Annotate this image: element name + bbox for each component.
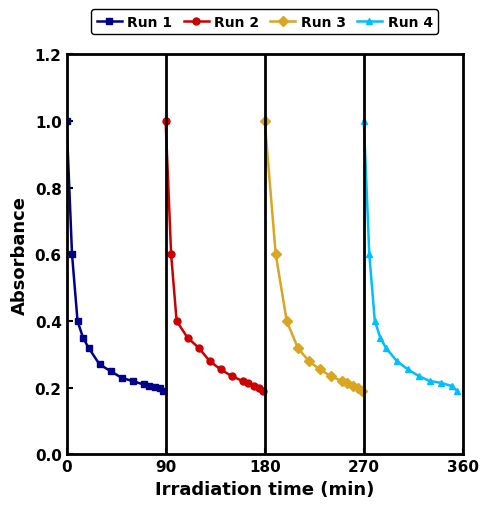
Run 3 xyxy=(317,366,323,373)
Run 1 xyxy=(146,383,152,389)
Run 1 xyxy=(69,252,75,258)
Y-axis label: Absorbance: Absorbance xyxy=(11,195,29,314)
Run 4 xyxy=(454,388,460,394)
Run 1 xyxy=(64,119,70,125)
Legend: Run 1, Run 2, Run 3, Run 4: Run 1, Run 2, Run 3, Run 4 xyxy=(91,10,438,35)
Run 2 xyxy=(163,119,169,125)
Run 1 xyxy=(161,388,167,394)
Run 2 xyxy=(196,345,201,351)
Run 4 xyxy=(383,345,389,351)
Run 2 xyxy=(229,373,235,379)
Run 3 xyxy=(262,119,268,125)
Run 3 xyxy=(295,345,301,351)
Run 4 xyxy=(367,252,372,258)
Run 4 xyxy=(438,380,444,386)
Run 1 xyxy=(97,361,102,367)
Run 3 xyxy=(284,318,290,324)
Run 4 xyxy=(372,318,378,324)
Line: Run 1: Run 1 xyxy=(63,118,167,395)
Run 4 xyxy=(416,373,422,379)
Line: Run 4: Run 4 xyxy=(360,118,461,395)
Run 2 xyxy=(260,388,266,394)
Run 1 xyxy=(74,318,80,324)
Run 1 xyxy=(80,335,86,341)
Run 1 xyxy=(152,384,158,390)
Run 2 xyxy=(245,380,251,386)
Run 4 xyxy=(449,383,455,389)
Run 2 xyxy=(240,378,245,384)
Run 3 xyxy=(355,385,361,391)
Run 3 xyxy=(344,380,350,386)
Run 4 xyxy=(427,378,433,384)
Run 3 xyxy=(306,358,312,364)
Run 4 xyxy=(394,358,400,364)
Run 1 xyxy=(130,378,136,384)
Run 3 xyxy=(273,252,279,258)
Run 2 xyxy=(173,318,179,324)
Run 2 xyxy=(185,335,191,341)
Run 3 xyxy=(350,383,356,389)
Run 1 xyxy=(86,345,92,351)
Run 1 xyxy=(119,375,124,381)
Run 2 xyxy=(251,383,257,389)
Run 2 xyxy=(218,366,223,373)
Run 2 xyxy=(207,358,213,364)
Run 1 xyxy=(157,385,163,391)
Run 4 xyxy=(361,119,367,125)
Run 3 xyxy=(359,388,365,394)
Run 4 xyxy=(405,366,411,373)
Line: Run 3: Run 3 xyxy=(261,118,365,395)
Run 2 xyxy=(256,385,262,391)
Run 2 xyxy=(168,252,174,258)
Run 1 xyxy=(108,369,114,375)
Run 4 xyxy=(377,335,383,341)
Run 3 xyxy=(339,378,345,384)
Run 1 xyxy=(141,382,147,388)
X-axis label: Irradiation time (min): Irradiation time (min) xyxy=(155,480,374,498)
Line: Run 2: Run 2 xyxy=(162,118,266,395)
Run 3 xyxy=(328,373,334,379)
